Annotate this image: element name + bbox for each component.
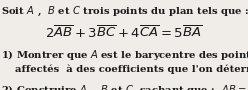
Text: $2\overline{AB}+3\overline{BC}+4\overline{CA}=5\overline{BA}$: $2\overline{AB}+3\overline{BC}+4\overlin… (45, 25, 203, 41)
Text: 2) Construire $A$ ,  $B$ et $C$  sachant que :  $AB=2\,cm$ .: 2) Construire $A$ , $B$ et $C$ sachant q… (1, 84, 248, 90)
Text: affectés  à des coefficients que l'on déterminera.: affectés à des coefficients que l'on dét… (1, 65, 248, 74)
Text: Soit $A$ ,  $B$ et $C$ trois points du plan tels que :: Soit $A$ , $B$ et $C$ trois points du pl… (1, 4, 248, 18)
Text: 1) Montrer que $A$ est le barycentre des points $B$ et $C$: 1) Montrer que $A$ est le barycentre des… (1, 48, 248, 62)
